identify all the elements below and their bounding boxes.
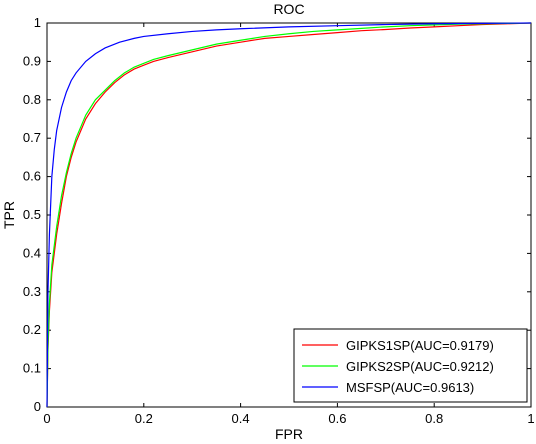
y-tick-label: 0.6 xyxy=(23,169,41,184)
legend: GIPKS1SP(AUC=0.9179) GIPKS2SP(AUC=0.9212)… xyxy=(293,328,528,403)
series-lines xyxy=(46,22,532,408)
legend-label: GIPKS2SP(AUC=0.9212) xyxy=(346,359,494,374)
y-tick-label: 0.5 xyxy=(23,207,41,222)
y-tick-label: 0 xyxy=(34,399,41,414)
x-tick-label: 0.6 xyxy=(328,411,346,426)
y-tick-label: 0.1 xyxy=(23,361,41,376)
x-tick-label: 0.4 xyxy=(232,411,250,426)
x-tick-label: 0 xyxy=(43,411,50,426)
y-tick-label: 0.2 xyxy=(23,322,41,337)
axis-ticks: 0 0.2 0.4 0.6 0.8 1 0 0.1 0.2 0.3 0.4 0.5 0.6 0.7 0.8 0… xyxy=(23,15,535,426)
y-axis-title: TPR xyxy=(1,201,17,229)
x-tick-label: 0.2 xyxy=(135,411,153,426)
legend-label: GIPKS1SP(AUC=0.9179) xyxy=(346,338,494,353)
legend-label: MSFSP(AUC=0.9613) xyxy=(346,380,474,395)
y-tick-label: 0.4 xyxy=(23,245,41,260)
y-tick-label: 0.3 xyxy=(23,284,41,299)
y-tick-label: 0.8 xyxy=(23,92,41,107)
x-axis-title: FPR xyxy=(275,426,303,442)
y-tick-label: 0.7 xyxy=(23,130,41,145)
x-tick-label: 1 xyxy=(527,411,534,426)
chart-title: ROC xyxy=(273,1,304,17)
y-tick-label: 0.9 xyxy=(23,53,41,68)
series-line xyxy=(46,22,532,408)
series-line xyxy=(46,22,532,408)
y-tick-label: 1 xyxy=(34,15,41,30)
series-line xyxy=(46,22,532,408)
x-tick-label: 0.8 xyxy=(425,411,443,426)
